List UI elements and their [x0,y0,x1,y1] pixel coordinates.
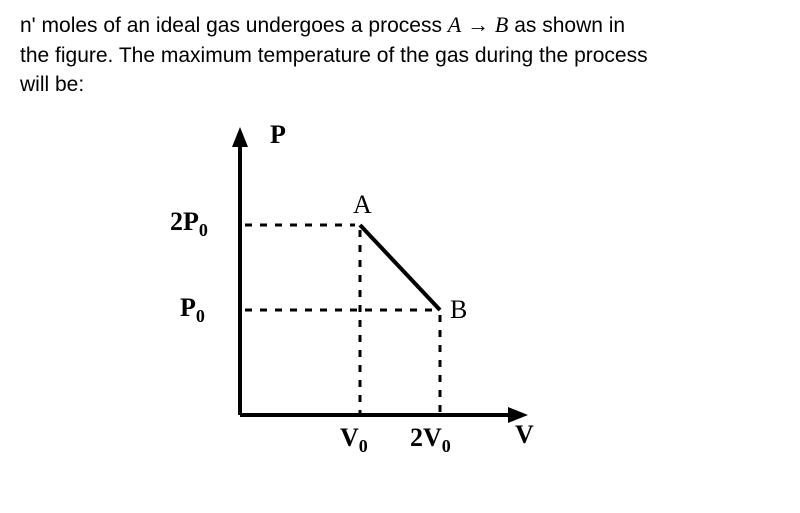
y-tick-2p0-main: 2P [170,207,199,236]
question-line2: the figure. The maximum temperature of t… [20,44,648,67]
question-line3: will be: [20,73,84,96]
y-tick-p0-sub: 0 [196,306,205,326]
process-arrow: → [467,12,489,37]
x-axis-label: V [515,420,534,450]
y-tick-2p0-sub: 0 [199,220,208,240]
pv-diagram: P V 2P0 P0 V0 2V0 A B [120,115,540,485]
y-axis-label-text: P [270,120,286,149]
point-b-label-text: B [450,295,467,324]
process-to: B [495,12,508,37]
question-line1-prefix: n' moles of an ideal gas undergoes a pro… [20,14,448,37]
y-axis-arrow [232,127,248,147]
x-tick-2v0-main: 2V [410,423,442,452]
x-tick-v0-main: V [340,423,359,452]
x-tick-2v0-sub: 0 [442,436,451,456]
x-axis-label-text: V [515,420,534,449]
point-b-label: B [450,295,467,325]
question-line1-suffix: as shown in [508,14,625,37]
process-from: A [448,12,461,37]
y-tick-p0-main: P [180,293,196,322]
point-a-label-text: A [353,190,372,219]
y-tick-2p0: 2P0 [170,207,208,241]
process-line-ab [360,225,440,310]
x-tick-v0: V0 [340,423,368,457]
point-a-label: A [353,190,372,220]
question-text: n' moles of an ideal gas undergoes a pro… [20,10,780,100]
x-tick-2v0: 2V0 [410,423,451,457]
y-tick-p0: P0 [180,293,205,327]
y-axis-label: P [270,120,286,150]
x-tick-v0-sub: 0 [359,436,368,456]
